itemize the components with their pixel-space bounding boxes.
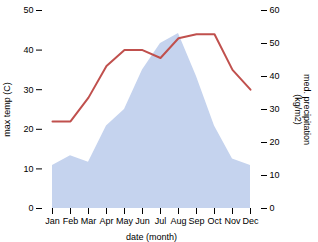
svg-text:30: 30 [23, 85, 33, 95]
svg-text:Apr: Apr [99, 216, 113, 226]
svg-text:10: 10 [23, 164, 33, 174]
svg-text:Jan: Jan [45, 216, 60, 226]
svg-text:Feb: Feb [63, 216, 79, 226]
svg-text:May: May [116, 216, 134, 226]
svg-text:Dec: Dec [242, 216, 259, 226]
svg-text:Nov: Nov [224, 216, 241, 226]
svg-text:10: 10 [270, 170, 280, 180]
svg-text:20: 20 [23, 124, 33, 134]
svg-text:Sep: Sep [188, 216, 204, 226]
svg-text:30: 30 [270, 104, 280, 114]
svg-text:Jul: Jul [155, 216, 167, 226]
svg-text:0: 0 [28, 203, 33, 213]
svg-text:40: 40 [270, 71, 280, 81]
svg-text:med. precipitation(kg/m2): med. precipitation(kg/m2) [293, 74, 312, 145]
svg-text:40: 40 [23, 45, 33, 55]
svg-text:20: 20 [270, 137, 280, 147]
svg-text:50: 50 [270, 38, 280, 48]
svg-text:Oct: Oct [207, 216, 222, 226]
svg-text:Jun: Jun [135, 216, 150, 226]
svg-text:0: 0 [270, 203, 275, 213]
svg-text:Aug: Aug [170, 216, 186, 226]
svg-text:Mar: Mar [81, 216, 97, 226]
svg-text:50: 50 [23, 5, 33, 15]
svg-text:max temp (C): max temp (C) [2, 82, 12, 137]
svg-text:60: 60 [270, 5, 280, 15]
svg-text:date (month): date (month) [126, 232, 177, 242]
